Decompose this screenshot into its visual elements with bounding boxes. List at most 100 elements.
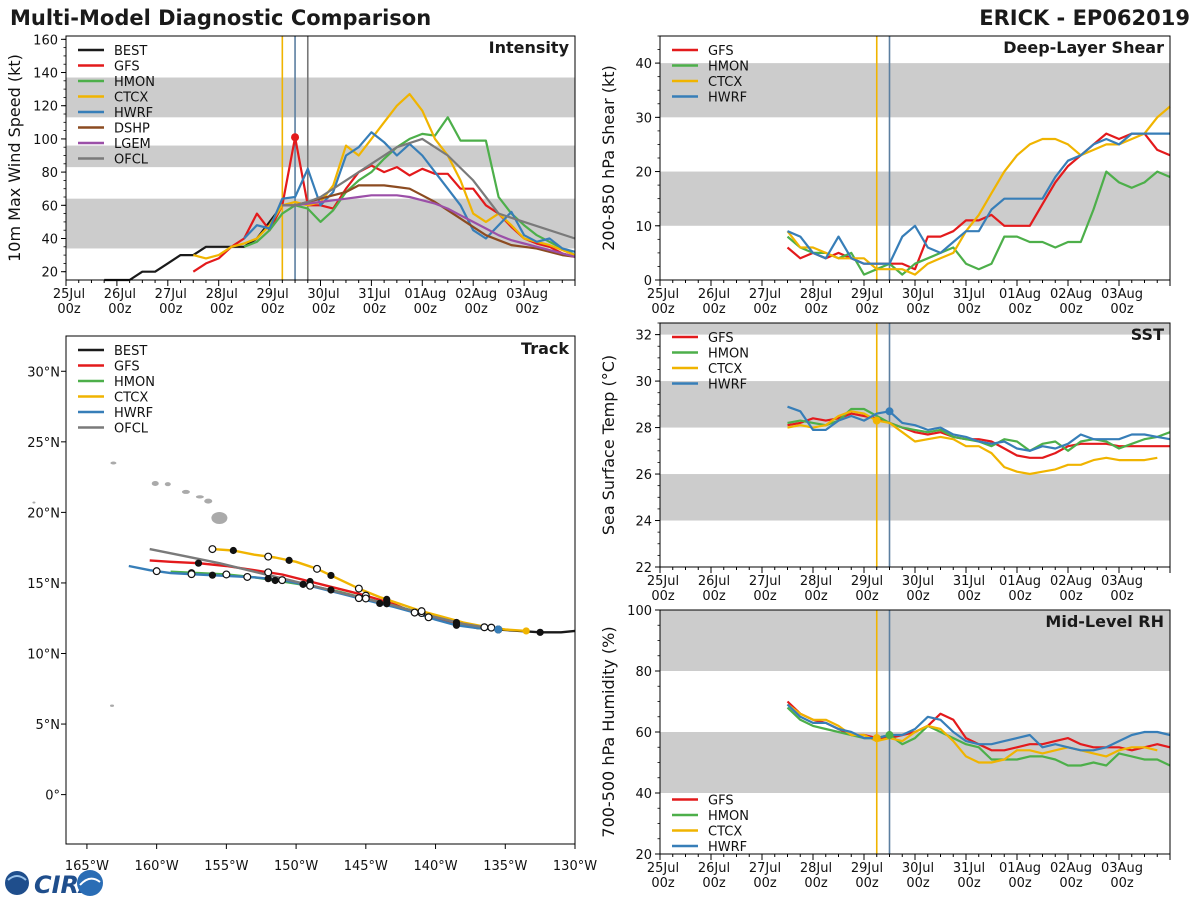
- shear-x-tick-label: 27Jul: [749, 287, 781, 302]
- panel-shear: 25Jul00z26Jul00z27Jul00z28Jul00z29Jul00z…: [599, 35, 1171, 317]
- shear-legend-label: HMON: [708, 60, 749, 75]
- sst-legend-label: HWRF: [708, 378, 747, 393]
- shear-series-hwrf: [787, 132, 1170, 265]
- shear-x-tick-label: 03Aug: [1101, 287, 1143, 302]
- track-position-marker-open: [354, 594, 363, 603]
- intensity-x-tick-label: 03Aug: [506, 287, 548, 302]
- track-x-tick-label: 130°W: [553, 859, 597, 874]
- track-position-marker-open: [361, 594, 370, 603]
- track-position-marker-open: [424, 613, 433, 622]
- sst-x-tick-label: 03Aug: [1101, 574, 1143, 589]
- sst-x-tick-label: 00z: [906, 589, 930, 604]
- track-start-marker: [494, 625, 503, 634]
- track-position-marker-open: [313, 564, 322, 573]
- sst-y-tick-label: 30: [635, 375, 652, 390]
- track-x-tick-label: 135°W: [483, 859, 527, 874]
- intensity-legend-label: OFCL: [114, 153, 149, 168]
- track-position-marker: [522, 627, 530, 635]
- shear-gray-band: [660, 63, 1170, 118]
- intensity-x-tick-label: 28Jul: [206, 287, 238, 302]
- sst-x-tick-label: 28Jul: [800, 574, 832, 589]
- shear-panel-title: Deep-Layer Shear: [1003, 38, 1164, 57]
- shear-x-tick-label: 00z: [702, 302, 726, 317]
- track-position-marker: [208, 571, 217, 579]
- track-x-tick-label: 140°W: [413, 859, 457, 874]
- island-shape-icon: [211, 512, 228, 525]
- track-position-marker-open: [243, 572, 252, 581]
- intensity-x-tick-label: 02Aug: [455, 287, 497, 302]
- track-position-marker-open: [487, 623, 496, 632]
- intensity-legend-label: HMON: [114, 75, 155, 90]
- island-shape-icon: [204, 498, 213, 504]
- sst-init-marker: [872, 416, 881, 425]
- intensity-x-tick-label: 00z: [261, 302, 285, 317]
- shear-x-tick-label: 00z: [753, 302, 777, 317]
- track-position-marker: [327, 571, 335, 580]
- sst-x-tick-label: 00z: [702, 589, 726, 604]
- track-x-tick-label: 150°W: [274, 859, 318, 874]
- sst-y-tick-label: 26: [635, 468, 652, 483]
- track-plot-area: [66, 336, 575, 844]
- track-position-marker-open: [222, 570, 231, 579]
- shear-y-tick-label: 10: [635, 220, 652, 235]
- track-position-marker-open: [264, 568, 273, 577]
- shear-x-tick-label: 30Jul: [902, 287, 934, 302]
- track-plot-frame: [65, 335, 576, 845]
- shear-x-tick-label: 00z: [855, 302, 879, 317]
- sst-gray-band: [660, 323, 1170, 335]
- sst-series-hwrf: [787, 405, 1171, 452]
- intensity-gray-band: [66, 77, 575, 118]
- rh-legend-label: HWRF: [708, 840, 747, 855]
- intensity-legend-label: DSHP: [114, 122, 150, 137]
- track-position-marker-open: [417, 607, 426, 616]
- intensity-series-ctcx: [193, 93, 576, 260]
- track-legend-label: BEST: [114, 344, 147, 359]
- intensity-legend-label: BEST: [114, 44, 147, 59]
- panel-sst: 25Jul00z26Jul00z27Jul00z28Jul00z29Jul00z…: [599, 322, 1171, 604]
- rh-legend-label: HMON: [708, 809, 749, 824]
- intensity-x-tick-label: 00z: [465, 302, 489, 317]
- sst-legend-label: GFS: [708, 331, 734, 346]
- intensity-x-tick-label: 00z: [515, 302, 539, 317]
- sst-plot-area: [660, 323, 1170, 567]
- intensity-x-tick-label: 00z: [210, 302, 234, 317]
- island-shape-icon: [32, 501, 36, 504]
- intensity-x-tick-label: 00z: [108, 302, 132, 317]
- shear-y-tick-label: 0: [644, 274, 652, 289]
- rh-gray-band: [660, 732, 1170, 793]
- rh-x-tick-label: 00z: [753, 876, 777, 891]
- track-x-tick-label: 145°W: [344, 859, 388, 874]
- rh-x-tick-label: 02Aug: [1050, 861, 1092, 876]
- track-series-gfs: [149, 559, 499, 631]
- rh-y-tick-label: 20: [635, 848, 652, 863]
- shear-x-tick-label: 31Jul: [953, 287, 985, 302]
- sst-panel-title: SST: [1131, 325, 1164, 344]
- sst-x-tick-label: 27Jul: [749, 574, 781, 589]
- intensity-x-tick-label: 00z: [159, 302, 183, 317]
- sst-x-tick-label: 00z: [855, 589, 879, 604]
- rh-x-tick-label: 31Jul: [953, 861, 985, 876]
- sst-y-tick-label: 24: [635, 515, 652, 530]
- rh-x-tick-label: 00z: [1110, 876, 1134, 891]
- sst-series-gfs: [787, 412, 1170, 459]
- shear-x-tick-label: 02Aug: [1050, 287, 1092, 302]
- shear-y-tick-label: 30: [635, 111, 652, 126]
- sst-plot-frame: [659, 322, 1171, 568]
- track-position-marker-open: [152, 567, 161, 576]
- track-legend-label: HWRF: [114, 406, 153, 421]
- rh-y-tick-label: 100: [627, 604, 652, 619]
- intensity-y-tick-label: 120: [33, 100, 58, 115]
- track-position-marker-open: [354, 584, 363, 593]
- sst-legend-label: HMON: [708, 347, 749, 362]
- track-x-tick-label: 160°W: [135, 859, 179, 874]
- sst-y-tick-label: 22: [635, 561, 652, 576]
- rh-series-ctcx: [786, 703, 1158, 764]
- intensity-series-ofcl: [282, 137, 576, 240]
- storm-name: ERICK - EP062019: [979, 6, 1190, 30]
- track-y-tick-label: 20°N: [27, 506, 60, 521]
- intensity-y-tick-label: 140: [33, 67, 58, 82]
- cira-logo-globe-icon: [5, 871, 29, 895]
- rh-y-tick-label: 60: [635, 726, 652, 741]
- sst-y-tick-label: 32: [635, 329, 652, 344]
